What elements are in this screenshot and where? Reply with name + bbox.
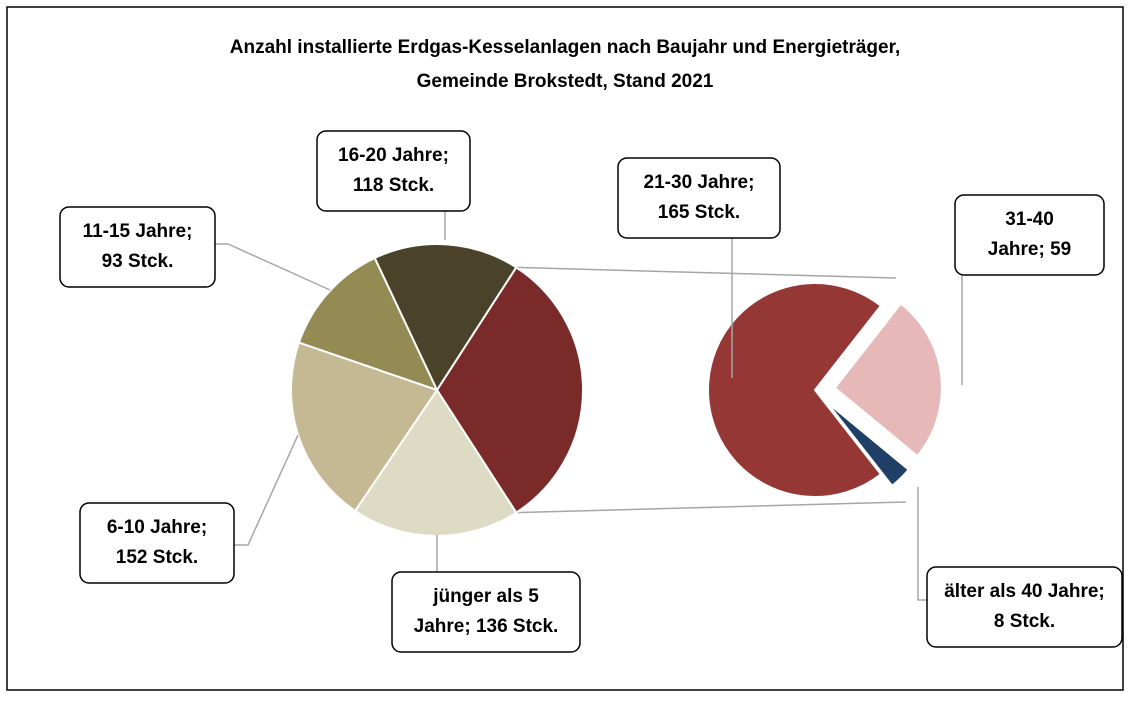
connector-line bbox=[516, 266, 896, 279]
data-label-box bbox=[391, 571, 581, 653]
pie-slice bbox=[373, 243, 518, 393]
data-label-box bbox=[926, 566, 1123, 648]
data-label: 11-15 Jahre; bbox=[83, 221, 193, 242]
data-label-box bbox=[954, 194, 1105, 276]
data-label-box bbox=[79, 502, 235, 584]
chart-title: Gemeinde Brokstedt, Stand 2021 bbox=[417, 71, 714, 92]
data-label: 21-30 Jahre; bbox=[644, 172, 755, 193]
pie-slice bbox=[435, 265, 584, 515]
pie-slice bbox=[290, 341, 439, 513]
data-label: 6-10 Jahre; bbox=[107, 517, 207, 538]
leader-line bbox=[234, 434, 299, 546]
data-label: jünger als 5 bbox=[432, 586, 539, 607]
data-label: 165 Stck. bbox=[658, 202, 740, 223]
data-label-box bbox=[59, 206, 216, 288]
data-label: 93 Stck. bbox=[102, 251, 174, 272]
data-label: Jahre; 136 Stck. bbox=[414, 616, 559, 637]
data-label: Jahre; 59 bbox=[988, 239, 1071, 260]
chart-title: Anzahl installierte Erdgas-Kesselanlagen… bbox=[230, 37, 900, 58]
data-label: 8 Stck. bbox=[994, 611, 1055, 632]
data-label: 31-40 bbox=[1005, 209, 1054, 230]
data-label-box bbox=[617, 157, 781, 239]
pie-slice bbox=[353, 388, 518, 537]
data-label: 152 Stck. bbox=[116, 547, 198, 568]
pie-slice bbox=[825, 400, 911, 488]
connector-line bbox=[516, 501, 906, 514]
data-label: 118 Stck. bbox=[353, 175, 434, 196]
pie-slice bbox=[297, 256, 439, 392]
data-label: älter als 40 Jahre; bbox=[944, 581, 1105, 602]
data-label-box bbox=[316, 130, 471, 212]
pie-slice bbox=[833, 302, 943, 458]
leader-line bbox=[917, 487, 927, 601]
leader-line bbox=[215, 243, 331, 291]
data-label: 16-20 Jahre; bbox=[338, 145, 449, 166]
pie-slice bbox=[707, 282, 883, 498]
